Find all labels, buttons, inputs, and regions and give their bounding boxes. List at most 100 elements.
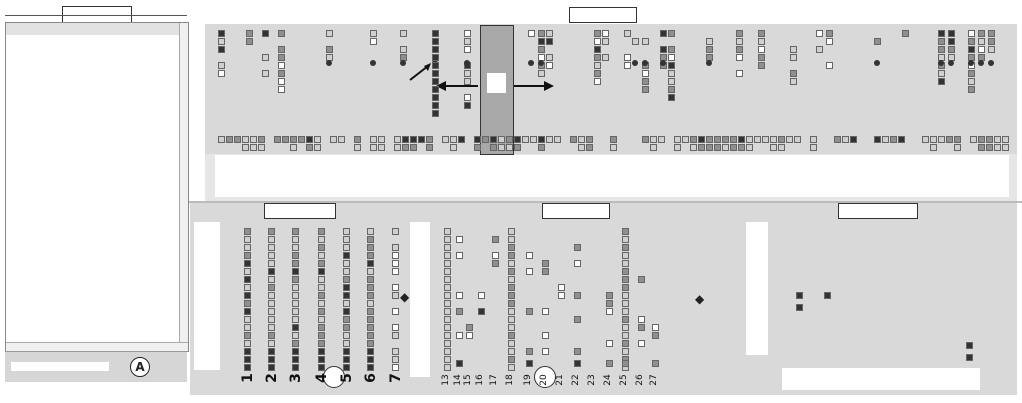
column-a-cell [244, 228, 251, 235]
column-a-cell [392, 356, 399, 363]
left-list-pane[interactable] [5, 22, 189, 352]
top-band-cell [442, 136, 449, 143]
column-b-cell [526, 252, 533, 259]
top-grid-cell [660, 30, 667, 37]
circle-marker-1 [323, 366, 345, 388]
column-b-cell [444, 340, 451, 347]
top-grid-cell [736, 70, 743, 77]
highlighted-column-marker [487, 73, 506, 93]
column-label: 1 [240, 373, 256, 383]
top-grid-cell [668, 62, 675, 69]
top-band-cell [994, 136, 1001, 143]
top-grid-cell [790, 54, 797, 61]
column-c-cell [966, 342, 973, 349]
column-b-cell [542, 268, 549, 275]
left-horizontal-scrollbar[interactable] [6, 342, 188, 351]
column-b-cell [478, 308, 485, 315]
column-b-cell [508, 276, 515, 283]
top-grid-cell [464, 94, 471, 101]
top-band-cell [242, 144, 249, 151]
column-a-cell [268, 356, 275, 363]
left-tab-underline [5, 15, 187, 16]
panel-divider[interactable] [189, 201, 1022, 203]
top-grid-cell [262, 54, 269, 61]
column-a-cell [318, 236, 325, 243]
column-b-cell [542, 348, 549, 355]
column-c-cell [796, 292, 803, 299]
top-band-cell [650, 136, 657, 143]
top-grid-cell [262, 70, 269, 77]
top-grid-cell [978, 38, 985, 45]
column-a-cell [244, 276, 251, 283]
column-a-cell [268, 324, 275, 331]
column-label: 16 [475, 374, 485, 386]
top-grid-cell [326, 46, 333, 53]
top-grid-cell [538, 70, 545, 77]
column-label: 27 [649, 374, 659, 386]
top-band-cell [250, 136, 257, 143]
column-label: 22 [571, 374, 581, 386]
column-b-cell [508, 348, 515, 355]
top-grid-cell [978, 46, 985, 53]
column-a-cell [268, 244, 275, 251]
column-a-cell [244, 252, 251, 259]
left-bottom-input[interactable] [11, 362, 109, 371]
top-band-cell [530, 136, 537, 143]
top-band-cell [1002, 144, 1009, 151]
bottom-tab-3[interactable] [838, 203, 918, 219]
top-band-cell [490, 136, 497, 143]
column-label: 17 [489, 374, 499, 386]
column-a-cell [343, 364, 350, 371]
column-label: 26 [635, 374, 645, 386]
top-band-cell [586, 144, 593, 151]
column-a-cell [292, 300, 299, 307]
top-band-cell [770, 136, 777, 143]
highlighted-column[interactable] [480, 25, 514, 155]
column-a-cell [343, 252, 350, 259]
grid-dot [370, 60, 376, 66]
top-grid-panel[interactable] [205, 24, 1017, 154]
left-bottom-bar: A [5, 351, 187, 382]
top-band-cell [394, 144, 401, 151]
top-panel-tab[interactable] [569, 7, 637, 23]
top-grid-cell [668, 54, 675, 61]
top-band-cell [538, 136, 545, 143]
column-a-cell [367, 348, 374, 355]
top-band-cell [378, 136, 385, 143]
column-a-cell [343, 332, 350, 339]
column-b-cell [508, 252, 515, 259]
top-grid-cell [874, 38, 881, 45]
column-b-cell [444, 332, 451, 339]
bottom-tab-2[interactable] [542, 203, 610, 219]
column-a-cell [343, 316, 350, 323]
top-band-cell [738, 144, 745, 151]
top-grid-cell [538, 30, 545, 37]
column-label: 15 [463, 374, 473, 386]
top-grid-cell [246, 38, 253, 45]
column-a-cell [268, 364, 275, 371]
bottom-tab-1[interactable] [264, 203, 336, 219]
grid-dot [326, 60, 332, 66]
column-b-cell [508, 260, 515, 267]
top-band-cell [642, 136, 649, 143]
top-grid-cell [668, 70, 675, 77]
column-a-cell [392, 348, 399, 355]
top-band-cell [706, 144, 713, 151]
column-a-cell [244, 348, 251, 355]
top-band-cell [994, 144, 1001, 151]
top-band-cell [402, 136, 409, 143]
column-a-cell [318, 284, 325, 291]
bottom-arrow-a: ◆ [400, 290, 410, 304]
column-a-cell [292, 228, 299, 235]
top-band-cell [722, 144, 729, 151]
top-band-cell [426, 144, 433, 151]
top-grid-cell [736, 30, 743, 37]
grid-dot [464, 60, 470, 66]
column-a-cell [268, 284, 275, 291]
column-a-cell [343, 348, 350, 355]
column-b-cell [574, 292, 581, 299]
top-band-cell [250, 144, 257, 151]
top-grid-cell [464, 70, 471, 77]
column-b-cell [622, 236, 629, 243]
left-vertical-scrollbar[interactable] [179, 23, 188, 351]
